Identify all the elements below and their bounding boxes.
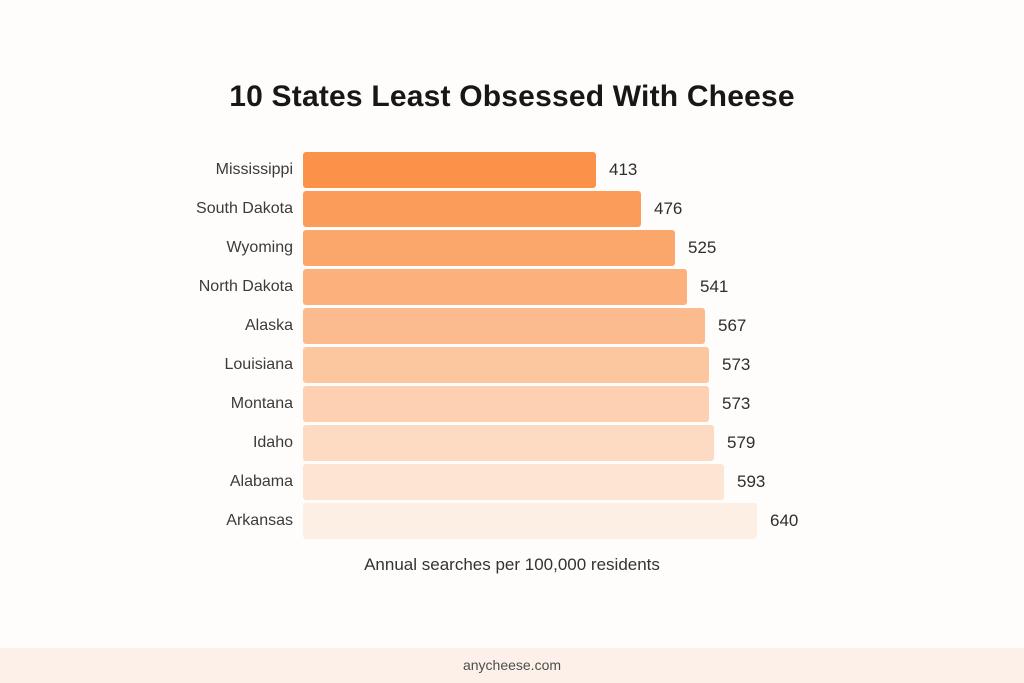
chart-subtitle: Annual searches per 100,000 residents xyxy=(364,555,660,574)
value-label: 541 xyxy=(700,277,729,296)
bar-row: Wyoming 525 xyxy=(0,230,1024,266)
bar-row: North Dakota 541 xyxy=(0,269,1024,305)
value-label: 593 xyxy=(737,472,766,491)
category-label: Idaho xyxy=(252,434,293,451)
category-label: North Dakota xyxy=(198,278,293,295)
bar-track: 567 xyxy=(303,308,1024,344)
bar-track: 541 xyxy=(303,269,1024,305)
bar xyxy=(303,503,757,539)
category-label: Alabama xyxy=(229,473,293,490)
bar-row: South Dakota 476 xyxy=(0,191,1024,227)
category-label: South Dakota xyxy=(196,200,293,217)
bar-track: 573 xyxy=(303,347,1024,383)
bar xyxy=(303,425,714,461)
bar-row: Montana 573 xyxy=(0,386,1024,422)
value-label: 567 xyxy=(718,316,747,335)
value-label: 573 xyxy=(722,394,751,413)
bar-row: Mississippi 413 xyxy=(0,152,1024,188)
category-label: Louisiana xyxy=(224,356,294,373)
bar-track: 476 xyxy=(303,191,1024,227)
bar-row: Idaho 579 xyxy=(0,425,1024,461)
bar xyxy=(303,464,724,500)
footer-url: anycheese.com xyxy=(462,657,562,673)
category-label: Montana xyxy=(230,395,293,412)
footer-band: anycheese.com xyxy=(0,648,1024,683)
value-label: 476 xyxy=(654,199,683,218)
category-label: Wyoming xyxy=(226,239,293,256)
bar-chart: Mississippi 413 South Dakota 476 Wyoming 525 N… xyxy=(0,152,1024,542)
bar-track: 593 xyxy=(303,464,1024,500)
bar xyxy=(303,230,675,266)
bar-row: Alaska 567 xyxy=(0,308,1024,344)
bar-track: 573 xyxy=(303,386,1024,422)
bar-row: Louisiana 573 xyxy=(0,347,1024,383)
category-label: Mississippi xyxy=(215,161,293,178)
value-label: 525 xyxy=(688,238,717,257)
bar-row: Alabama 593 xyxy=(0,464,1024,500)
bar-row: Arkansas 640 xyxy=(0,503,1024,539)
value-label: 579 xyxy=(727,433,756,452)
bar xyxy=(303,269,687,305)
chart-title: 10 States Least Obsessed With Cheese xyxy=(229,80,795,113)
value-label: 640 xyxy=(770,511,799,530)
bar-track: 525 xyxy=(303,230,1024,266)
category-label: Alaska xyxy=(244,317,293,334)
bar-track: 413 xyxy=(303,152,1024,188)
bar-track: 579 xyxy=(303,425,1024,461)
value-label: 413 xyxy=(609,160,638,179)
bar-track: 640 xyxy=(303,503,1024,539)
bar xyxy=(303,386,709,422)
bar xyxy=(303,152,596,188)
bar xyxy=(303,191,641,227)
category-label: Arkansas xyxy=(226,512,293,529)
bar xyxy=(303,308,705,344)
bar xyxy=(303,347,709,383)
value-label: 573 xyxy=(722,355,751,374)
